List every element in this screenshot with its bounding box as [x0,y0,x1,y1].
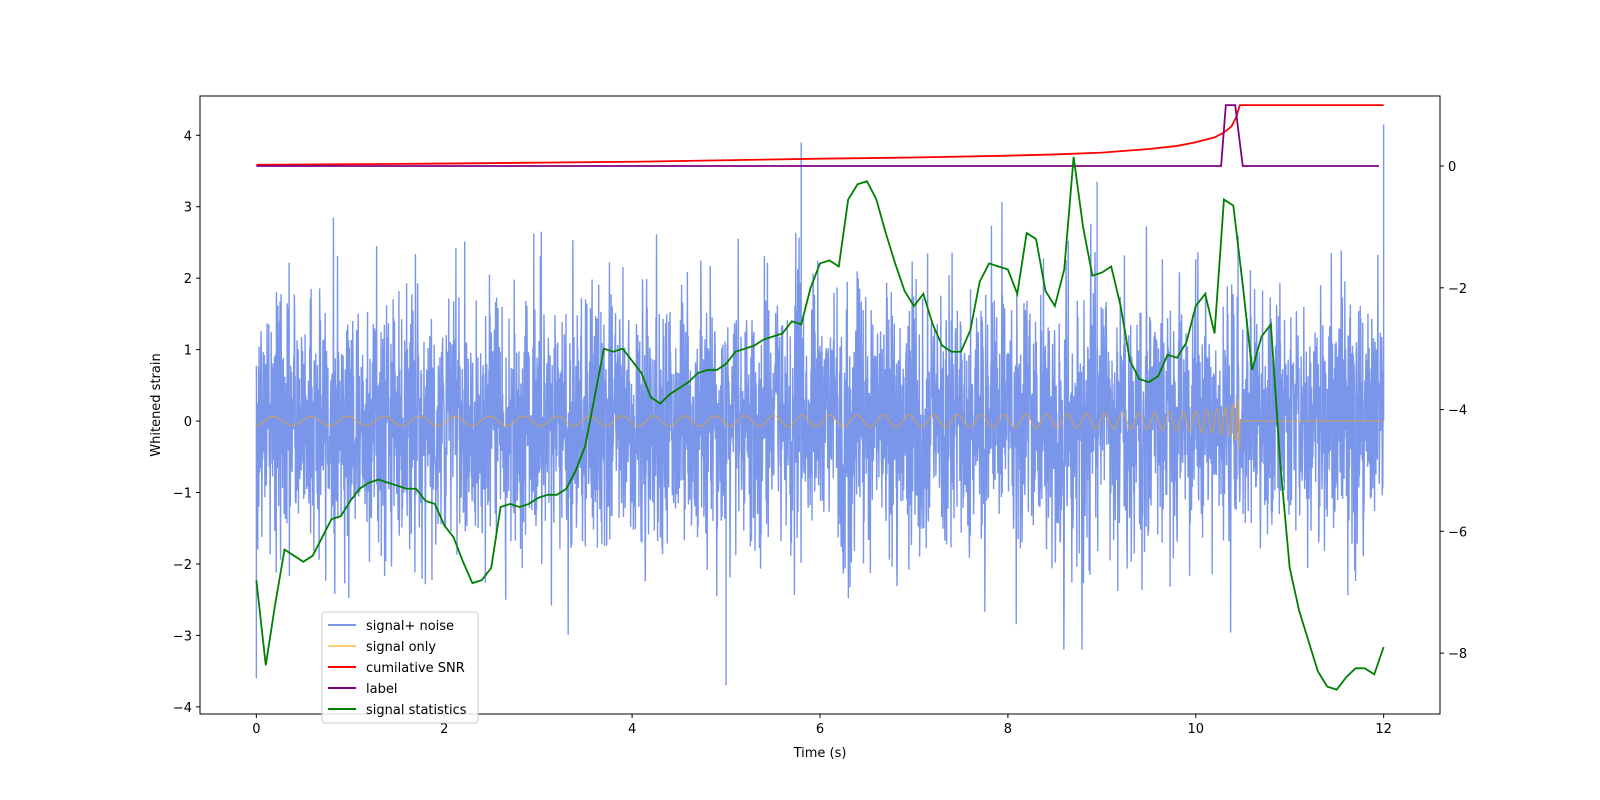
y2-tick-label: −8 [1448,647,1467,662]
y2-tick-label: −6 [1448,525,1467,540]
y2-tick-label: −2 [1448,282,1467,297]
series-signal-only [256,396,1384,451]
y-tick-label: 1 [184,344,192,359]
y-axis-left-ticks: −4 −3 −2 −1 0 1 2 3 4 [173,129,200,716]
y-tick-label: 4 [184,129,192,144]
legend-label-signal-statistics: signal statistics [366,703,467,718]
series-signal-statistics [255,156,1385,691]
series-signal-noise [255,124,1385,686]
y-tick-label: 0 [184,415,192,430]
x-tick-label: 0 [252,722,260,737]
y-tick-label: −1 [173,487,192,502]
legend-label-label: label [366,682,397,697]
x-tick-label: 4 [628,722,636,737]
y-tick-label: 3 [184,201,192,216]
legend-label-signal-noise: signal+ noise [366,619,454,634]
x-tick-label: 2 [440,722,448,737]
series-layer [255,104,1385,691]
y2-tick-label: −4 [1448,404,1467,419]
legend-box [321,611,479,724]
x-tick-label: 12 [1375,722,1392,737]
x-tick-label: 10 [1187,722,1204,737]
legend-label-cumilative-snr: cumilative SNR [366,661,465,676]
series-label [256,104,1379,167]
x-tick-label: 8 [1004,722,1012,737]
y-tick-label: −3 [173,629,192,644]
y-tick-label: 2 [184,272,192,287]
y-tick-label: −4 [173,701,192,716]
legend: signal+ noise signal only cumilative SNR la… [321,611,479,724]
x-axis-label: Time (s) [793,746,847,761]
x-tick-label: 6 [816,722,824,737]
y-tick-label: −2 [173,558,192,573]
y2-tick-label: 0 [1448,160,1456,175]
y-axis-right-ticks: −8 −6 −4 −2 0 [1440,160,1467,662]
y-axis-label: Whitened strain [149,353,164,456]
legend-label-signal-only: signal only [366,640,436,655]
